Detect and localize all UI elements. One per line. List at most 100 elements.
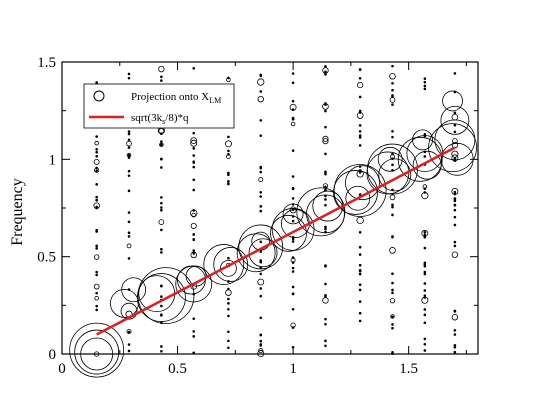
data-dot: [95, 206, 98, 210]
data-dot: [324, 227, 327, 231]
data-dot: [389, 297, 396, 304]
data-dot: [227, 256, 230, 260]
data-dot: [259, 240, 263, 244]
data-dot: [94, 295, 99, 301]
data-dot: [451, 314, 459, 321]
data-dot: [291, 236, 295, 239]
data-dot: [324, 185, 327, 189]
data-dot: [391, 315, 394, 319]
data-dot: [423, 337, 427, 341]
data-dot: [324, 322, 327, 326]
data-marker: [219, 259, 237, 277]
data-dot: [192, 233, 196, 236]
data-dot: [291, 99, 295, 103]
data-dot: [259, 339, 263, 343]
data-dot: [160, 314, 163, 317]
data-dot: [160, 321, 163, 325]
data-dot: [95, 270, 98, 274]
data-dot: [291, 256, 295, 259]
data-dot: [127, 235, 131, 238]
data-dot: [192, 147, 196, 150]
data-dot: [227, 308, 230, 311]
data-dot: [423, 191, 427, 194]
data-dot: [390, 314, 395, 319]
data-dot: [126, 243, 132, 249]
data-dot: [453, 157, 457, 160]
data-dot: [259, 260, 263, 264]
data-dot: [391, 64, 394, 68]
data-dot: [127, 174, 131, 177]
data-dot: [453, 309, 457, 313]
data-dot: [95, 150, 98, 154]
data-dot: [160, 157, 163, 161]
data-dot: [127, 146, 131, 149]
data-dot: [291, 197, 295, 200]
data-dot: [227, 153, 230, 156]
data-dot: [192, 165, 196, 169]
data-dot: [127, 189, 131, 193]
data-dot: [259, 266, 263, 269]
data-dot: [127, 76, 131, 80]
data-dot: [158, 65, 165, 73]
data-dot: [291, 149, 295, 152]
data-dot: [291, 266, 295, 270]
data-dot: [127, 211, 131, 214]
data-dot: [160, 304, 163, 308]
data-dot: [259, 190, 263, 194]
data-dot: [423, 289, 427, 292]
data-dot: [324, 103, 327, 106]
data-dot: [160, 295, 163, 298]
data-dot: [192, 252, 196, 255]
data-dot: [391, 81, 394, 85]
x-tick-label: 1.5: [399, 361, 418, 377]
data-dot: [227, 173, 230, 177]
data-dot: [257, 78, 265, 86]
data-dot: [357, 81, 364, 89]
data-dot: [95, 81, 98, 84]
data-dot: [358, 230, 362, 234]
data-dot: [227, 339, 230, 343]
data-dot: [453, 240, 457, 244]
data-dot: [192, 188, 196, 192]
data-dot: [160, 166, 163, 169]
data-marker: [412, 150, 442, 180]
data-dot: [227, 135, 230, 139]
data-dot: [192, 131, 196, 135]
data-dot: [358, 111, 362, 114]
data-dot: [259, 170, 263, 174]
data-dot: [160, 247, 163, 251]
data-marker: [345, 165, 380, 201]
x-tick-label: 0: [58, 361, 66, 377]
data-dot: [259, 195, 263, 198]
data-dot: [95, 273, 98, 277]
data-dot: [324, 170, 327, 174]
data-dot: [391, 272, 394, 276]
data-dot: [324, 294, 327, 298]
data-dot: [453, 215, 457, 219]
data-dot: [391, 326, 394, 330]
data-dot: [453, 111, 457, 115]
data-dot: [190, 222, 197, 229]
data-dot: [192, 154, 196, 157]
data-dot: [291, 208, 295, 211]
data-dot: [257, 95, 264, 103]
data-dot: [192, 317, 196, 320]
data-dot: [259, 316, 263, 320]
y-tick-label: 0: [49, 347, 57, 363]
data-dot: [358, 288, 362, 292]
data-marker: [110, 288, 139, 318]
data-dot: [159, 142, 164, 147]
data-dot: [453, 159, 457, 162]
data-dot: [192, 249, 196, 252]
data-dot: [358, 269, 362, 273]
data-dot: [391, 169, 394, 172]
data-dot: [224, 140, 232, 148]
data-dot: [127, 257, 131, 260]
data-dot: [227, 330, 230, 334]
data-dot: [291, 215, 295, 218]
legend: Projection onto XLM sqrt(3ks/8)*q: [83, 83, 235, 129]
data-dot: [358, 319, 362, 323]
data-dot: [259, 343, 263, 346]
data-dot: [453, 333, 457, 336]
x-tick-label: 0.5: [168, 361, 187, 377]
